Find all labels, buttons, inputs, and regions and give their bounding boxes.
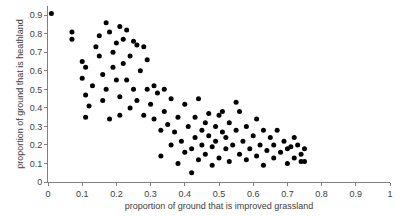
svg-text:proportion of ground that is h: proportion of ground that is heathland [15,19,25,169]
svg-text:0.2: 0.2 [110,189,123,199]
svg-text:0.6: 0.6 [247,189,260,199]
svg-text:0.3: 0.3 [144,189,157,199]
svg-text:0.7: 0.7 [30,47,43,57]
svg-text:0.2: 0.2 [30,140,43,150]
svg-text:1: 1 [387,189,392,199]
svg-text:0.6: 0.6 [30,66,43,76]
svg-text:0.1: 0.1 [30,159,43,169]
svg-text:0.9: 0.9 [30,10,43,20]
svg-text:0.4: 0.4 [30,103,43,113]
svg-text:0: 0 [37,177,42,187]
svg-text:0.5: 0.5 [30,85,43,95]
svg-text:0.4: 0.4 [179,189,192,199]
svg-text:0.9: 0.9 [350,189,363,199]
svg-text:0.5: 0.5 [213,189,226,199]
svg-text:0.8: 0.8 [30,29,43,39]
svg-text:0.7: 0.7 [281,189,294,199]
svg-text:0.3: 0.3 [30,122,43,132]
svg-text:0.1: 0.1 [76,189,89,199]
svg-text:0: 0 [45,189,50,199]
svg-text:proportion of ground that is i: proportion of ground that is improved gr… [125,201,314,211]
svg-text:0.8: 0.8 [315,189,328,199]
